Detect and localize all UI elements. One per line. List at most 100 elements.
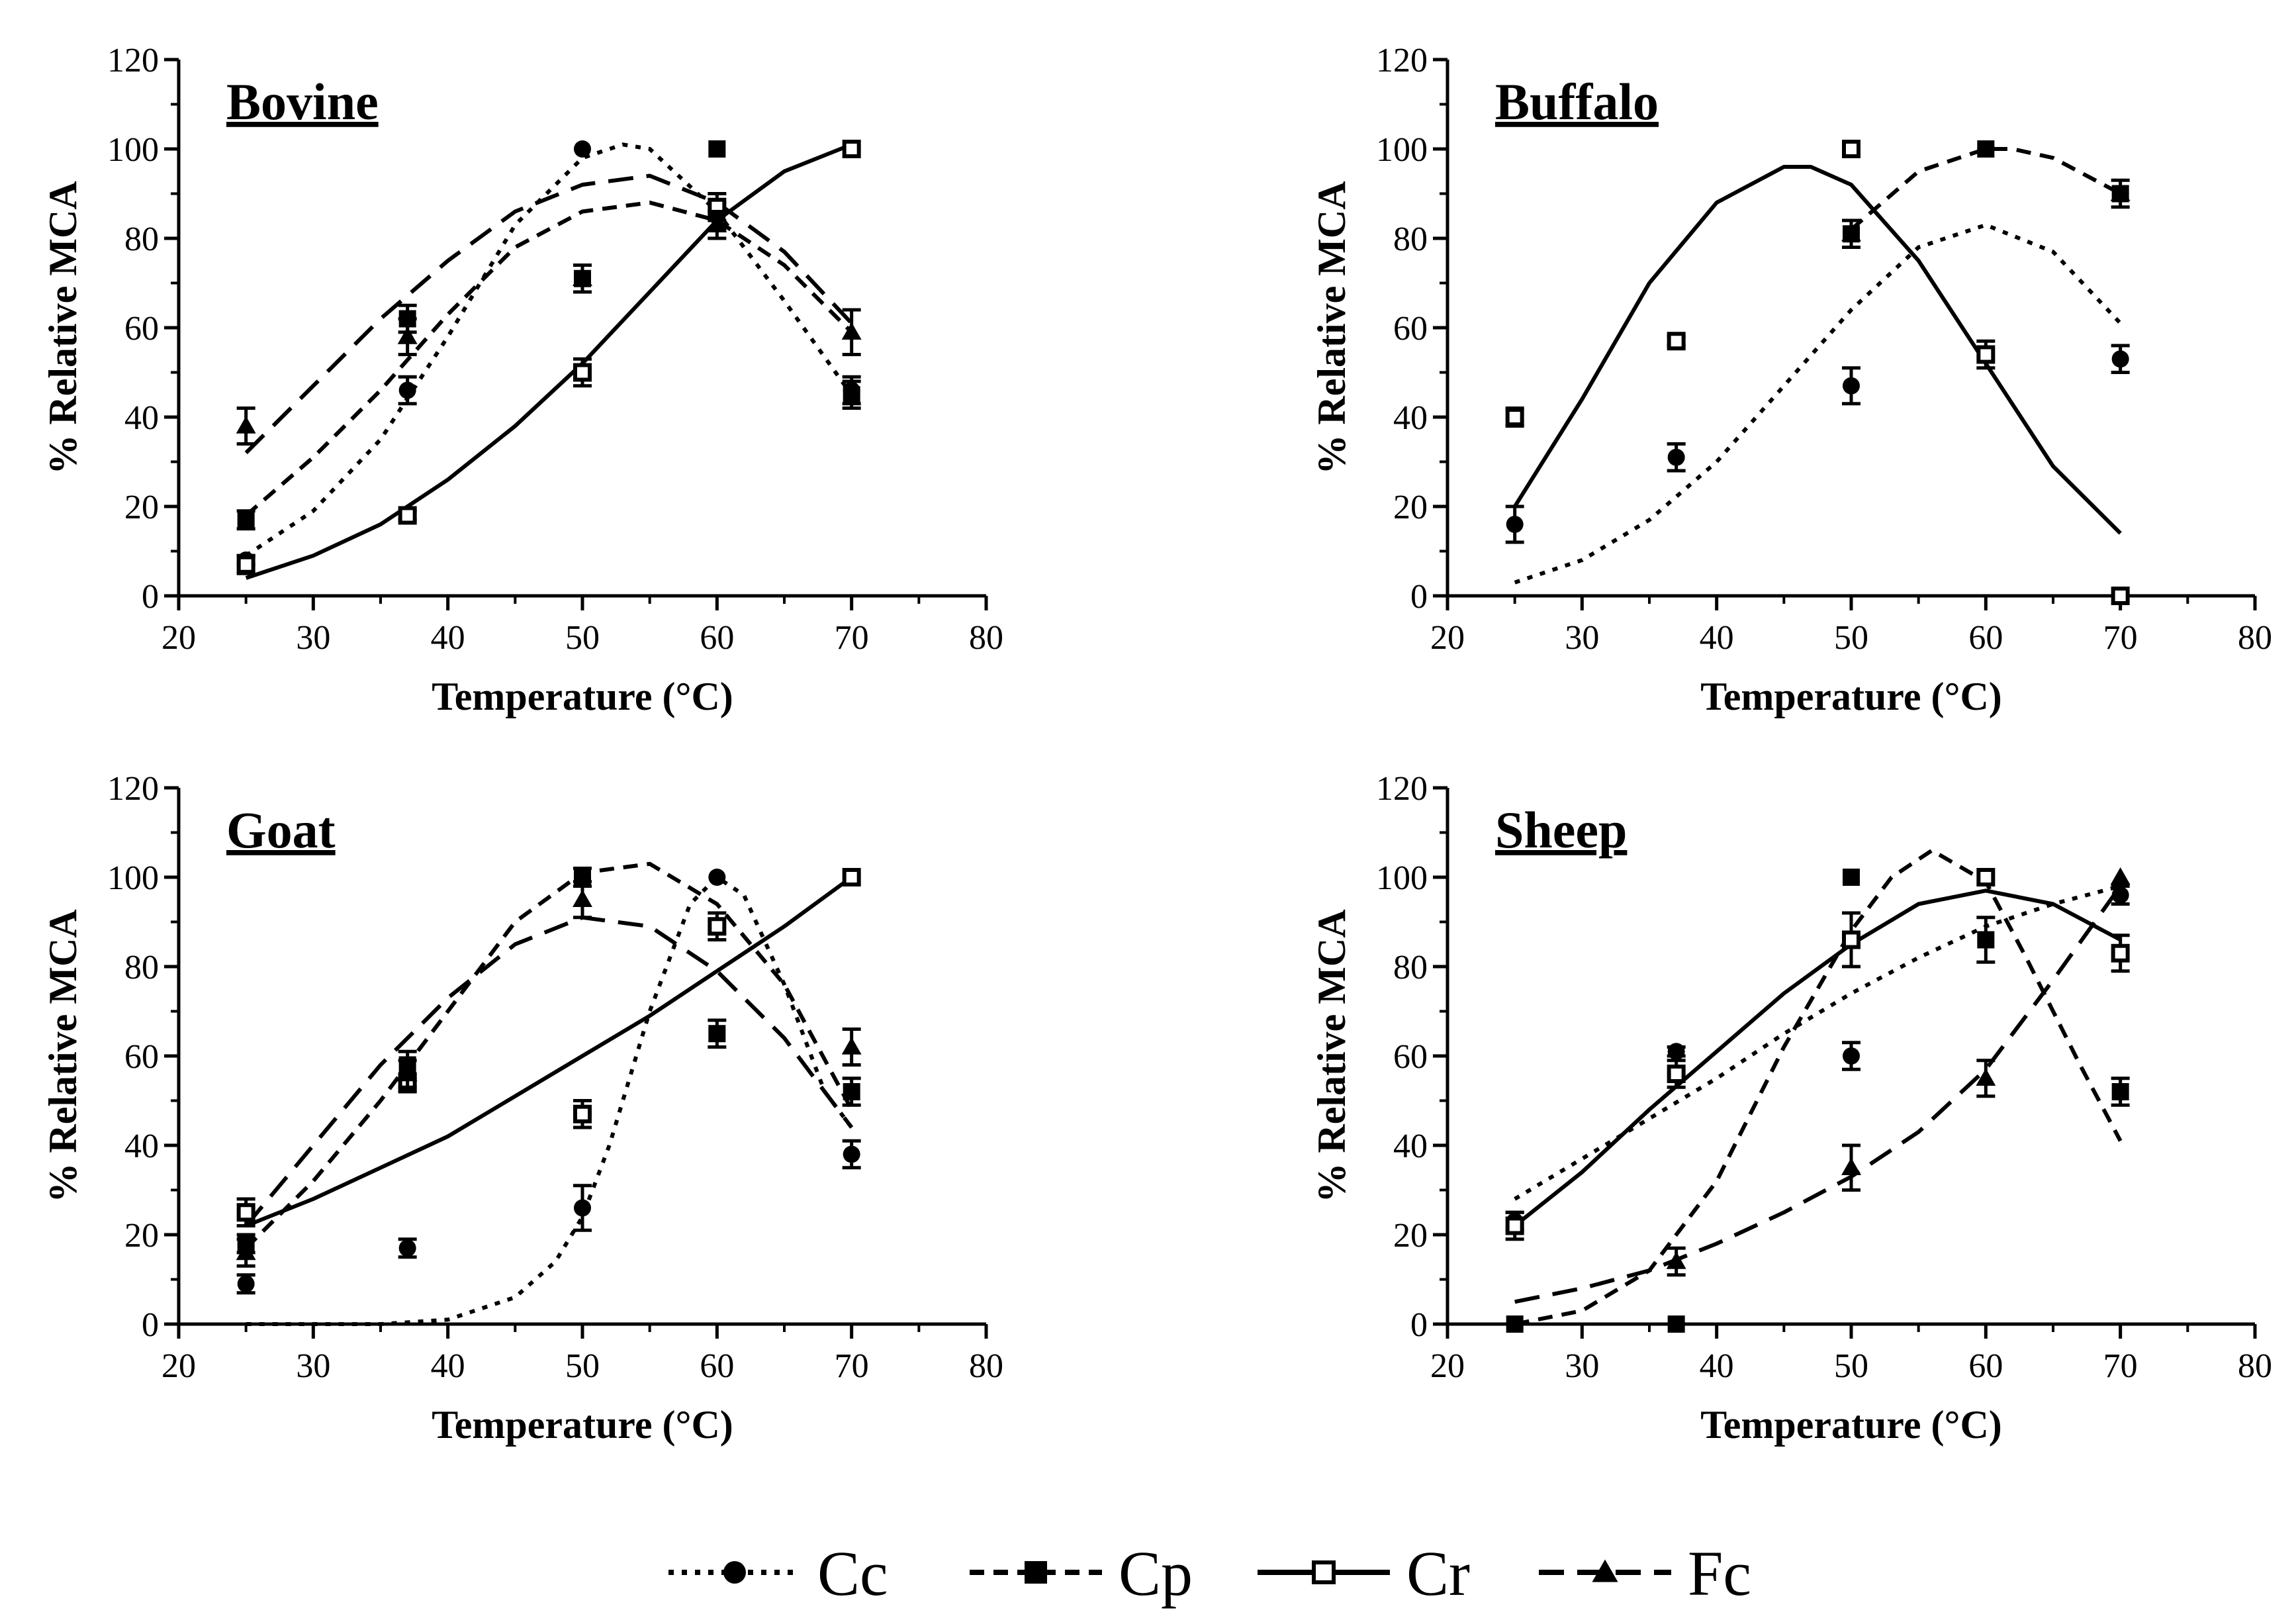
- y-tick-label: 20: [1393, 1217, 1428, 1255]
- y-tick-label: 60: [124, 1038, 159, 1076]
- x-tick-label: 40: [431, 619, 465, 657]
- point-cp: [1506, 1315, 1524, 1333]
- x-tick-label: 80: [2238, 1347, 2272, 1385]
- point-fc: [236, 416, 256, 434]
- fit-curve-cp: [244, 201, 853, 517]
- point-cr: [236, 555, 255, 574]
- x-tick-label: 70: [835, 1347, 869, 1385]
- x-tick-label: 60: [1968, 1347, 2003, 1385]
- x-tick-label: 80: [969, 1347, 1003, 1385]
- x-axis-label: Temperature (°C): [432, 1403, 733, 1447]
- point-fc: [236, 1243, 256, 1261]
- y-axis-label: % Relative MCA: [1310, 181, 1354, 474]
- fit-curve-cr: [1513, 888, 2122, 1227]
- y-tick-label: 20: [124, 489, 159, 526]
- x-axis-label: Temperature (°C): [1700, 675, 2002, 718]
- y-tick-label: 20: [124, 1217, 159, 1255]
- y-tick-label: 120: [107, 42, 159, 79]
- point-cp: [237, 511, 255, 529]
- y-tick-label: 100: [107, 131, 159, 169]
- x-tick-label: 30: [1565, 619, 1599, 657]
- fit-curve-cp: [244, 861, 854, 1250]
- point-cr: [1976, 868, 1996, 886]
- point-cr: [2111, 943, 2130, 963]
- legend-marker-cp: [1025, 1561, 1047, 1584]
- y-tick-label: 40: [124, 1127, 159, 1165]
- point-cc: [1667, 448, 1685, 466]
- x-tick-label: 70: [2103, 619, 2138, 657]
- y-tick-label: 40: [124, 399, 159, 437]
- y-tick-label: 20: [1393, 489, 1428, 526]
- point-cc: [574, 140, 591, 158]
- x-tick-label: 60: [700, 619, 734, 657]
- point-cc: [237, 1275, 255, 1293]
- y-tick-label: 60: [1393, 1038, 1428, 1076]
- y-tick-label: 0: [1410, 578, 1428, 616]
- fit-curve-cc: [1514, 222, 2122, 585]
- point-cr: [842, 868, 861, 886]
- point-cr: [398, 506, 417, 525]
- y-tick-label: 80: [124, 949, 159, 986]
- point-cc: [574, 1199, 591, 1217]
- x-tick-label: 30: [296, 1347, 330, 1385]
- y-tick-label: 80: [1393, 220, 1428, 258]
- point-fc: [1976, 1068, 1996, 1086]
- point-cp: [1843, 869, 1860, 886]
- point-cr: [573, 363, 592, 382]
- y-tick-label: 0: [142, 578, 159, 616]
- point-cr: [1842, 140, 1860, 158]
- point-cc: [1843, 377, 1860, 395]
- fit-curve-fc: [1514, 884, 2123, 1304]
- y-tick-label: 0: [1410, 1306, 1428, 1344]
- x-tick-label: 40: [431, 1347, 465, 1385]
- point-cp: [708, 140, 726, 158]
- point-cr: [1505, 408, 1524, 426]
- y-tick-label: 80: [1393, 949, 1428, 986]
- point-cc: [1506, 516, 1524, 533]
- y-tick-label: 60: [124, 310, 159, 348]
- x-tick-label: 20: [1430, 619, 1465, 657]
- point-fc: [2110, 183, 2131, 201]
- x-tick-label: 70: [835, 619, 869, 657]
- panel-title: Goat: [226, 801, 336, 859]
- panel-title: Sheep: [1495, 801, 1627, 859]
- point-fc: [1841, 224, 1861, 242]
- point-cr: [1842, 930, 1860, 949]
- x-tick-label: 40: [1700, 619, 1734, 657]
- fit-curve-cc: [246, 875, 854, 1326]
- legend-marker-cr: [1312, 1560, 1336, 1584]
- legend-marker-fc: [1592, 1559, 1618, 1582]
- legend: Cc Cp Cr Fc: [668, 1538, 1751, 1609]
- point-cc: [1667, 1043, 1685, 1061]
- x-tick-label: 30: [1565, 1347, 1599, 1385]
- y-axis-label: % Relative MCA: [41, 181, 85, 474]
- point-cp: [1977, 931, 1995, 949]
- x-tick-label: 20: [1430, 1347, 1465, 1385]
- point-fc: [841, 322, 862, 340]
- y-tick-label: 40: [1393, 399, 1428, 437]
- point-cp: [843, 386, 860, 404]
- point-cc: [2111, 350, 2129, 368]
- point-fc: [397, 326, 418, 344]
- point-cr: [236, 1203, 255, 1222]
- point-fc: [573, 268, 592, 286]
- x-tick-label: 50: [1834, 619, 1868, 657]
- fit-curve-cc: [245, 142, 854, 557]
- x-tick-label: 20: [161, 619, 196, 657]
- panel-title: Bovine: [226, 73, 379, 130]
- point-cr: [573, 1104, 592, 1123]
- fit-curve-fc: [244, 915, 854, 1227]
- y-tick-label: 100: [1376, 131, 1428, 169]
- x-axis-label: Temperature (°C): [1700, 1403, 2002, 1447]
- legend-label-cr: Cr: [1406, 1538, 1470, 1609]
- x-tick-label: 50: [565, 1347, 600, 1385]
- fit-curve-fc: [244, 173, 853, 455]
- x-tick-label: 50: [1834, 1347, 1868, 1385]
- x-tick-label: 30: [296, 619, 330, 657]
- point-cc: [708, 869, 726, 886]
- y-tick-label: 120: [107, 770, 159, 808]
